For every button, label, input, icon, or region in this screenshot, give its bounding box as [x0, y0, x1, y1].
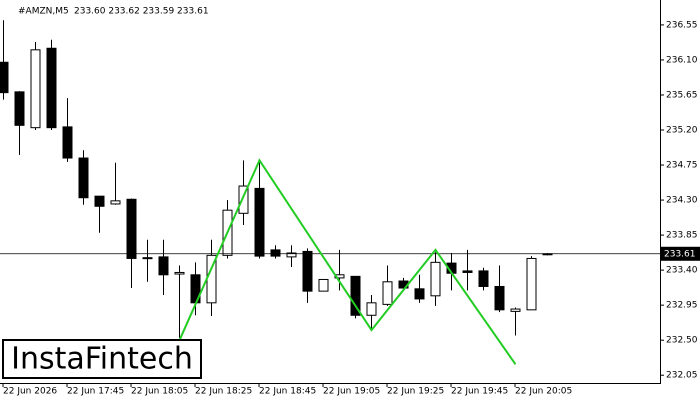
watermark-box [2, 339, 202, 379]
candle-body [494, 285, 505, 311]
candle-body [142, 257, 153, 260]
watermark: InstaFintech [2, 339, 202, 379]
candle-body [158, 256, 169, 276]
candle-body [46, 47, 57, 129]
y-tick-label: 234.30 [666, 196, 698, 206]
candle-body [238, 185, 249, 214]
candle-body [254, 187, 265, 257]
x-tick-label: 22 Jun 18:45 [259, 387, 316, 397]
watermark-text: InstaFintech [11, 342, 193, 377]
x-tick-label: 22 Jun 19:25 [387, 387, 444, 397]
y-tick-label: 236.10 [666, 55, 698, 65]
pattern-line [178, 158, 517, 365]
last-price-label: 233.61 [664, 249, 696, 259]
y-tick-label: 232.95 [666, 301, 698, 311]
last-price-box [661, 246, 700, 261]
x-tick-label: 22 Jun 18:05 [131, 387, 188, 397]
candle-body [462, 270, 473, 273]
x-tick-label: 22 Jun 20:05 [515, 387, 572, 397]
y-tick-label: 232.50 [666, 336, 698, 346]
candle-body [478, 270, 489, 287]
candle-body [110, 200, 121, 205]
y-tick-label: 234.75 [666, 161, 698, 171]
candle-body [382, 281, 393, 305]
ohlc-header: 233.60 233.62 233.59 233.61 [74, 7, 209, 17]
y-tick-label: 235.20 [666, 126, 698, 136]
y-tick-label: 236.55 [666, 20, 698, 30]
x-tick-label: 22 Jun 19:05 [323, 387, 380, 397]
candle-body [414, 288, 425, 300]
y-tick-label: 233.85 [666, 231, 698, 241]
candle-body [510, 308, 521, 312]
candle-body [0, 61, 9, 94]
candle-body [14, 91, 25, 126]
candle-body [30, 49, 41, 129]
x-tick-label: 22 Jun 2026 [3, 387, 57, 397]
candle-body [302, 250, 313, 292]
x-tick-label: 22 Jun 18:25 [195, 387, 252, 397]
candle-body [318, 278, 329, 292]
candle-body [350, 275, 361, 316]
x-tick-label: 22 Jun 19:45 [451, 387, 508, 397]
x-tick-label: 22 Jun 17:45 [67, 387, 124, 397]
candle-body [62, 126, 73, 159]
candle-body [526, 257, 537, 311]
y-tick-label: 232.05 [666, 371, 698, 381]
symbol: #AMZN,M5 [18, 7, 69, 17]
candle-body [430, 261, 441, 297]
candle-body [174, 271, 185, 275]
candle-body [94, 195, 105, 207]
candle-body [270, 249, 281, 257]
y-tick-label: 233.40 [666, 266, 698, 276]
candle-body [126, 198, 137, 259]
candle-body [366, 302, 377, 316]
y-tick-label: 235.65 [666, 90, 698, 100]
candle-body [78, 157, 89, 199]
candle-body [286, 252, 297, 258]
